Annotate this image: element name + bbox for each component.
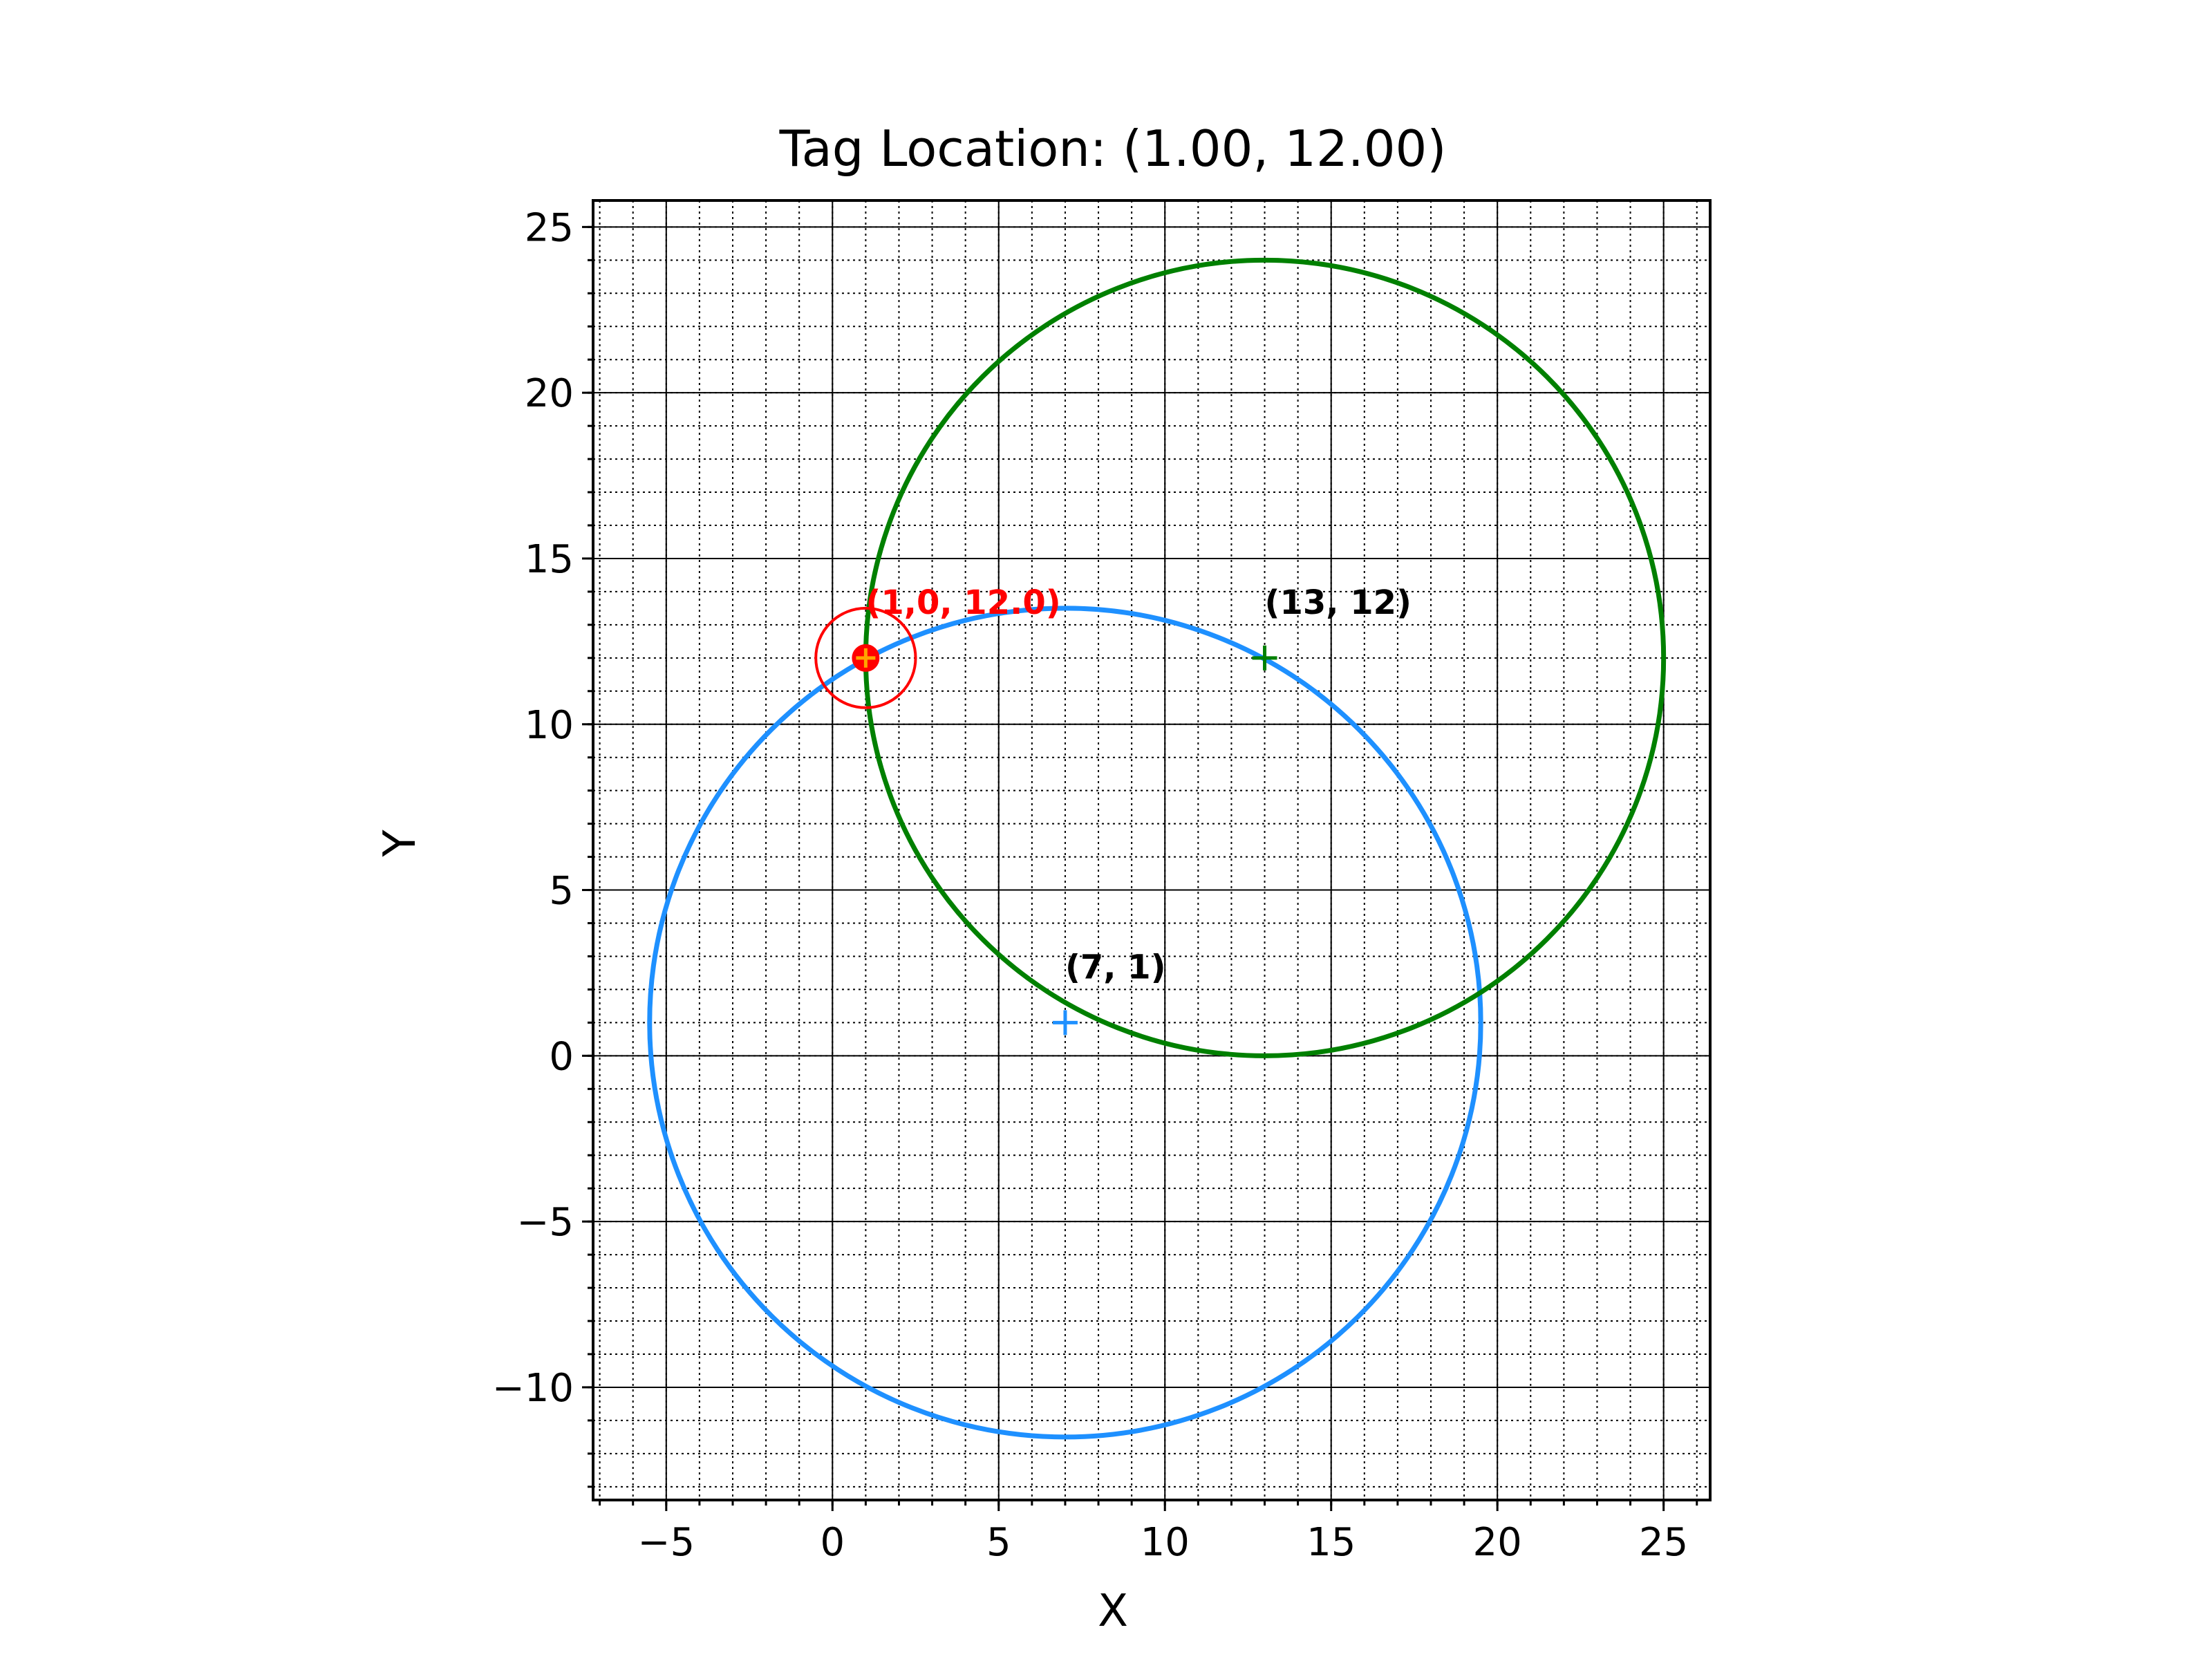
major-grid	[593, 200, 1710, 1500]
anchor-range-circle-1	[647, 606, 1483, 1440]
y-tick-label: 10	[525, 703, 574, 748]
x-tick-label: 15	[1306, 1520, 1356, 1565]
y-tick-label: 15	[525, 537, 574, 582]
x-tick-label: 5	[986, 1520, 1011, 1565]
x-tick-label: −5	[638, 1520, 695, 1565]
x-tick-label: 20	[1473, 1520, 1522, 1565]
tag-marker	[856, 648, 876, 668]
axes-frame	[592, 199, 1712, 1501]
x-tick-label: 10	[1141, 1520, 1190, 1565]
tag-label: (1,0, 12.0)	[865, 583, 1060, 622]
anchor-label-2: (13, 12)	[1265, 583, 1412, 622]
y-tick-label: −10	[492, 1366, 574, 1411]
chart-title: Tag Location: (1.00, 12.00)	[779, 120, 1447, 178]
anchor-label-1: (7, 1)	[1065, 948, 1166, 986]
series-layer: (7, 1) (13, 12) (1,0, 12.0)	[647, 257, 1667, 1440]
anchor-marker-1	[1052, 1010, 1078, 1035]
x-tick-label: 25	[1639, 1520, 1688, 1565]
y-tick-label: 5	[549, 869, 574, 914]
anchor-marker-2	[1252, 645, 1277, 671]
y-axis-label: Y	[375, 830, 426, 858]
x-tick-label: 0	[820, 1520, 845, 1565]
tag-error-circle	[814, 606, 917, 709]
y-tick-label: 20	[525, 371, 574, 416]
y-tick-label: −5	[516, 1200, 574, 1245]
y-tick-label: 25	[525, 205, 574, 250]
y-tick-label: 0	[549, 1034, 574, 1079]
ticks-layer: −5 0 5 10 15 20 25 −10 −5 0 5 10 15 20 25	[492, 205, 1698, 1565]
x-axis-label: X	[1098, 1586, 1128, 1637]
